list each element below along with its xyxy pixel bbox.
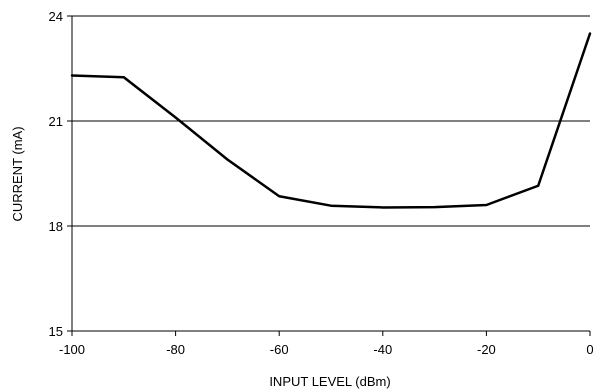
x-tick-label: -80 [166, 342, 185, 357]
y-tick-label: 24 [49, 9, 63, 24]
y-tick-label: 21 [49, 114, 63, 129]
x-axis-title: INPUT LEVEL (dBm) [269, 374, 390, 389]
x-tick-label: 0 [586, 342, 593, 357]
x-tick-label: -40 [373, 342, 392, 357]
y-tick-label: 18 [49, 219, 63, 234]
series-layer [70, 32, 592, 209]
series-line [70, 32, 592, 209]
tick-labels: 15 18 21 24 -100 -80 -60 -40 -20 0 [49, 9, 594, 357]
y-axis-title: CURRENT (mA) [10, 126, 25, 221]
x-tick-label: -20 [477, 342, 496, 357]
x-tick-label: -60 [270, 342, 289, 357]
y-tick-label: 15 [49, 324, 63, 339]
x-tick-label: -100 [59, 342, 85, 357]
grid-lines [72, 15, 590, 227]
axes [67, 15, 591, 336]
